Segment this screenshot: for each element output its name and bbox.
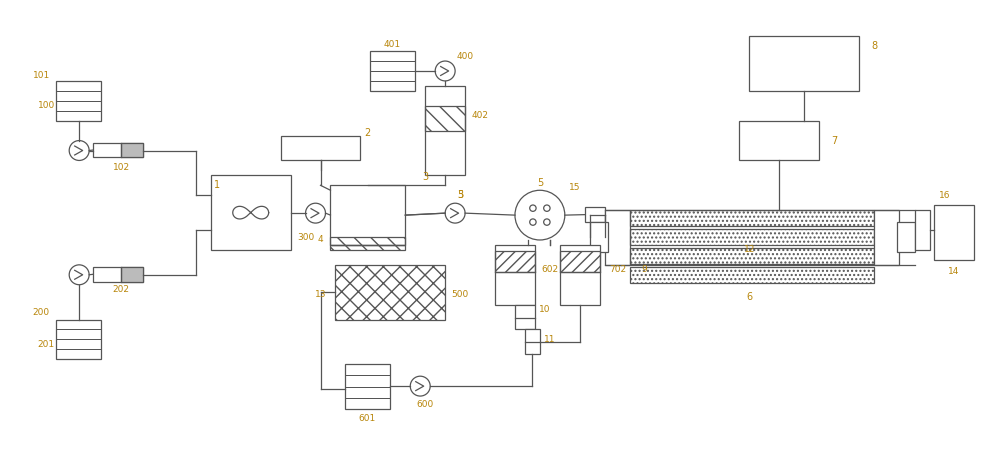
Circle shape: [435, 61, 455, 81]
Bar: [605, 210, 630, 265]
Bar: [281, 135, 360, 161]
Text: 15: 15: [569, 183, 581, 192]
Bar: [495, 245, 535, 304]
Text: 401: 401: [384, 39, 401, 48]
Bar: [874, 210, 899, 265]
Bar: [495, 251, 535, 272]
Text: 5: 5: [457, 190, 463, 200]
Text: 5: 5: [537, 178, 543, 188]
Bar: [330, 237, 405, 245]
Circle shape: [544, 205, 550, 211]
Circle shape: [69, 141, 89, 161]
Bar: [211, 175, 291, 250]
Bar: [897, 222, 915, 252]
Circle shape: [306, 203, 325, 223]
Circle shape: [530, 219, 536, 225]
Bar: [370, 51, 415, 91]
Bar: [330, 185, 405, 245]
Text: 11: 11: [544, 335, 556, 344]
Text: 102: 102: [112, 163, 130, 172]
Text: 7: 7: [831, 135, 837, 145]
Bar: [335, 265, 445, 320]
Bar: [915, 210, 930, 250]
Text: 602: 602: [541, 266, 558, 274]
Bar: [93, 142, 143, 158]
Text: 6: 6: [746, 292, 752, 302]
Circle shape: [544, 219, 550, 225]
Bar: [425, 86, 465, 175]
Text: 16: 16: [939, 191, 951, 200]
Bar: [560, 245, 600, 304]
Text: 3: 3: [457, 190, 463, 200]
Text: 600: 600: [417, 399, 434, 408]
Text: 402: 402: [472, 111, 489, 120]
Circle shape: [445, 203, 465, 223]
Text: 202: 202: [113, 285, 130, 294]
Bar: [560, 251, 600, 272]
Bar: [590, 222, 608, 252]
Text: 1: 1: [214, 180, 220, 190]
Text: 14: 14: [948, 267, 959, 276]
Text: 4: 4: [318, 236, 323, 245]
Text: 200: 200: [33, 308, 50, 317]
Text: 10: 10: [539, 305, 551, 314]
Bar: [739, 121, 819, 161]
Bar: [934, 205, 974, 260]
Bar: [525, 330, 540, 354]
Text: 601: 601: [359, 414, 376, 423]
Bar: [630, 210, 874, 226]
Bar: [630, 267, 874, 283]
Circle shape: [515, 190, 565, 240]
Bar: [515, 304, 535, 330]
Text: 400: 400: [457, 52, 474, 61]
Circle shape: [69, 265, 89, 285]
Bar: [56, 320, 101, 359]
Bar: [749, 36, 859, 91]
Bar: [56, 81, 101, 121]
Bar: [630, 248, 874, 264]
Text: 2: 2: [364, 128, 370, 138]
Text: 101: 101: [33, 71, 50, 80]
Bar: [425, 106, 465, 131]
Bar: [93, 267, 143, 282]
Text: 8: 8: [871, 41, 877, 51]
Bar: [630, 229, 874, 245]
Circle shape: [530, 205, 536, 211]
Text: 702: 702: [609, 266, 626, 274]
Bar: [585, 207, 605, 222]
Bar: [330, 245, 405, 250]
Text: 3: 3: [422, 172, 428, 182]
Text: 12: 12: [744, 246, 755, 255]
Text: 13: 13: [315, 290, 326, 299]
Text: 100: 100: [38, 101, 55, 110]
Circle shape: [410, 376, 430, 396]
Bar: [345, 364, 390, 409]
Text: 300: 300: [297, 232, 314, 241]
Text: 9: 9: [642, 266, 647, 274]
Text: 500: 500: [451, 290, 469, 299]
Bar: [121, 142, 143, 158]
Bar: [121, 267, 143, 282]
Text: 201: 201: [38, 340, 55, 349]
